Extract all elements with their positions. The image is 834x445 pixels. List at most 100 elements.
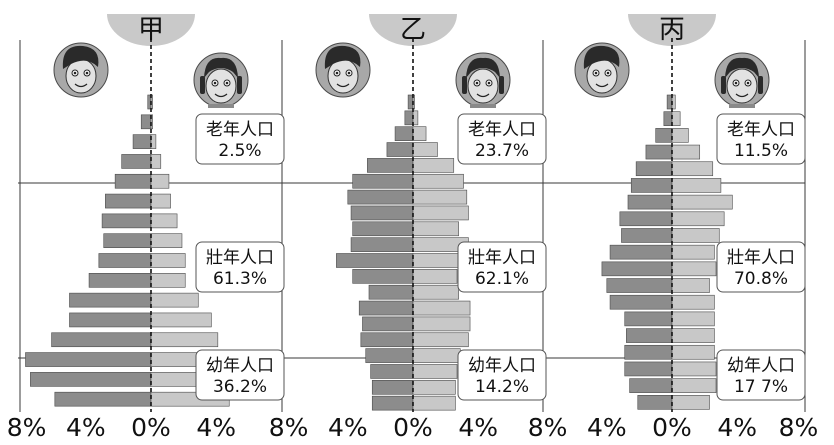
female-bar	[150, 193, 171, 209]
band-value: 11.5%	[734, 141, 788, 161]
male-bar	[663, 111, 673, 126]
female-bar	[412, 142, 438, 157]
male-bar	[386, 142, 414, 157]
male-bar	[619, 211, 673, 227]
band-label-box	[457, 113, 547, 165]
female-bar	[150, 253, 186, 268]
male-bar	[370, 364, 414, 379]
male-bar	[609, 294, 673, 310]
x-tick-label: 4%	[587, 413, 627, 442]
male-bar	[371, 395, 414, 411]
male-bar	[629, 378, 673, 393]
male-bar	[347, 189, 414, 205]
male-bar	[627, 194, 673, 210]
band-value: 14.2%	[475, 377, 529, 397]
female-bar	[671, 211, 725, 227]
female-bar	[150, 332, 219, 348]
male-bar	[609, 244, 673, 260]
male-bar	[371, 379, 414, 395]
female-bar	[412, 300, 471, 316]
male-bar	[51, 332, 152, 348]
female-bar	[671, 128, 689, 143]
female-bar	[671, 261, 717, 277]
x-tick-label: 8%	[269, 413, 309, 442]
female-bar	[671, 278, 710, 293]
female-bar	[150, 134, 157, 149]
band-label-box	[716, 113, 806, 165]
boy-face-icon	[53, 42, 109, 98]
female-bar	[150, 273, 186, 288]
band-value: 61.3%	[213, 269, 267, 289]
x-tick-label: 4%	[196, 413, 236, 442]
male-bar	[101, 213, 152, 229]
female-bar	[671, 294, 715, 310]
male-bar	[655, 128, 673, 143]
female-bar	[150, 213, 178, 229]
band-name: 幼年人口	[206, 356, 274, 376]
male-bar	[69, 292, 152, 308]
male-bar	[606, 278, 673, 293]
female-bar	[671, 161, 714, 177]
male-bar	[645, 144, 673, 160]
female-bar	[150, 312, 212, 328]
female-bar	[671, 244, 715, 260]
band-label-box	[195, 241, 285, 293]
male-bar	[30, 372, 152, 387]
male-bar	[352, 269, 414, 284]
band-label-box	[195, 349, 285, 401]
x-tick-label: 0%	[131, 413, 171, 442]
female-bar	[412, 379, 456, 395]
male-bar	[350, 205, 414, 221]
female-bar	[671, 361, 717, 377]
girl-face-icon	[714, 52, 770, 108]
band-value: 17 7%	[734, 377, 788, 397]
band-name: 壯年人口	[468, 248, 536, 268]
female-bar	[412, 364, 458, 379]
male-bar	[626, 328, 673, 343]
band-value: 36.2%	[213, 377, 267, 397]
male-bar	[103, 233, 152, 248]
male-bar	[69, 312, 152, 328]
band-label-box	[716, 241, 806, 293]
male-bar	[25, 352, 152, 367]
male-bar	[367, 158, 414, 173]
male-bar	[336, 253, 414, 268]
female-bar	[150, 292, 199, 308]
boy-face-icon	[315, 42, 371, 98]
x-tick-label: 4%	[328, 413, 368, 442]
girl-face-icon	[455, 52, 511, 108]
female-bar	[412, 395, 456, 411]
female-bar	[412, 189, 468, 205]
male-bar	[114, 173, 152, 189]
band-label-box	[457, 349, 547, 401]
male-bar	[637, 395, 673, 410]
male-bar	[352, 173, 414, 189]
female-bar	[671, 228, 720, 243]
boy-face-icon	[574, 42, 630, 98]
male-bar	[624, 361, 673, 377]
band-name: 老年人口	[206, 120, 274, 140]
male-bar	[601, 261, 673, 277]
male-bar	[350, 237, 414, 252]
male-bar	[358, 300, 414, 316]
female-bar	[150, 233, 183, 248]
band-name: 壯年人口	[727, 248, 795, 268]
male-bar	[621, 228, 673, 243]
band-name: 幼年人口	[727, 356, 795, 376]
female-bar	[412, 221, 459, 237]
female-bar	[412, 332, 469, 348]
x-tick-label: 4%	[458, 413, 498, 442]
girl-face-icon	[193, 52, 249, 108]
male-bar	[105, 193, 152, 209]
band-name: 壯年人口	[206, 248, 274, 268]
band-name: 老年人口	[468, 120, 536, 140]
x-tick-label: 8%	[779, 413, 819, 442]
female-bar	[671, 144, 701, 160]
male-bar	[54, 391, 152, 407]
x-tick-label: 4%	[717, 413, 757, 442]
female-bar	[412, 269, 458, 284]
male-bar	[624, 311, 673, 327]
panel-title-tab	[369, 14, 457, 46]
band-name: 老年人口	[727, 120, 795, 140]
band-label-box	[457, 241, 547, 293]
